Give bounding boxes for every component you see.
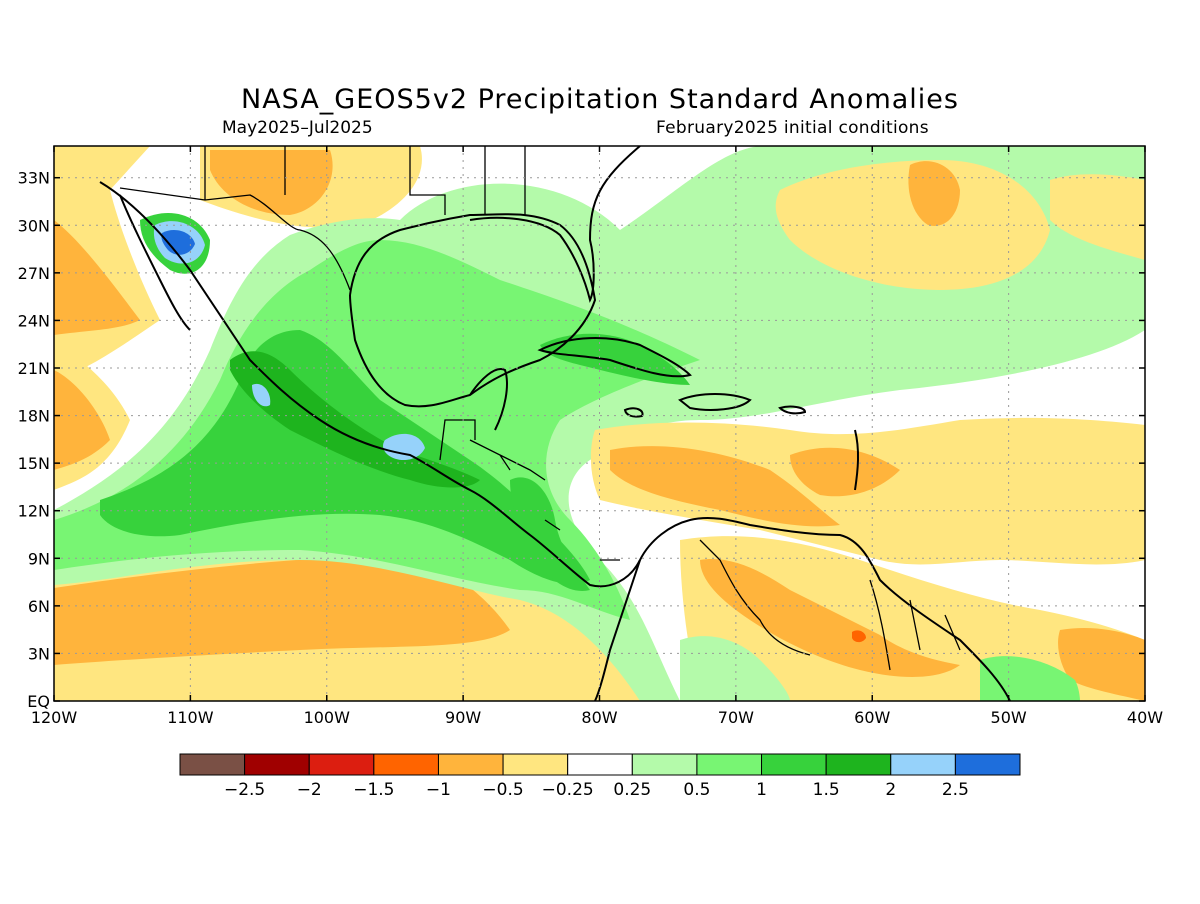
anomaly-spot-deepblue-sonora <box>161 230 195 255</box>
forecast-period: May2025–Jul2025 <box>222 118 373 138</box>
coastline-lesser-antilles <box>854 429 859 491</box>
anomaly-region-wet-amazon-east <box>980 656 1080 701</box>
colorbar-swatch <box>373 753 439 776</box>
anomaly-region-wet-strong <box>100 330 590 584</box>
border-venezuela-colombia <box>699 539 811 656</box>
coastline-south-america-west <box>594 559 641 701</box>
colorbar-swatch <box>567 753 633 776</box>
lon-tick-label: 40W <box>1127 708 1163 727</box>
lon-tick-label: 70W <box>718 708 754 727</box>
initial-conditions: February2025 initial conditions <box>656 118 929 138</box>
coastline-pacific-mexico <box>99 181 641 588</box>
gridlines <box>54 146 1145 701</box>
anomaly-region-dry-antilles-core <box>790 447 900 497</box>
anomaly-region-dry-east-pacific-core <box>54 370 110 470</box>
longitude-axis: 120W 110W 100W 90W 80W 70W 60W 50W 40W <box>31 146 1163 727</box>
political-borders <box>119 146 961 671</box>
coastline-yucatan <box>469 368 508 431</box>
lon-tick-label: 90W <box>445 708 481 727</box>
anomaly-region-dry-guiana-core <box>700 559 960 677</box>
colorbar-label: 0.25 <box>613 780 651 800</box>
colorbar-label: 0.5 <box>683 780 710 800</box>
coastline-south-america-north <box>639 516 1011 701</box>
colorbar-label: −1.5 <box>353 780 394 800</box>
colorbar-swatch <box>308 753 375 776</box>
lon-tick-label: 60W <box>854 708 890 727</box>
anomaly-region-dry-atlantic-east <box>1050 174 1145 260</box>
coastline-baja <box>119 194 191 331</box>
anomaly-region-dry-atlantic-core <box>908 161 960 226</box>
colorbar-label: 1 <box>756 780 767 800</box>
lat-tick-label: 33N <box>18 169 50 188</box>
anomaly-region-dry-us-southwest-core <box>210 150 333 215</box>
colorbar-swatch <box>761 753 827 776</box>
colorbar-label: 2.5 <box>942 780 969 800</box>
lat-tick-label: 9N <box>28 549 50 568</box>
colorbar-swatch <box>244 753 310 776</box>
colorbar-label: −2.5 <box>224 780 265 800</box>
lat-tick-label: 21N <box>18 359 50 378</box>
coastline-cuba <box>537 337 692 378</box>
anomaly-spot-blue-guerrero <box>252 383 271 407</box>
coastline-puerto-rico <box>778 405 807 415</box>
border-us-states <box>204 146 526 215</box>
colorbar-swatch <box>502 753 569 776</box>
border-guianas <box>869 579 961 671</box>
lat-tick-label: 24N <box>18 311 50 330</box>
anomaly-region-dry-caribbean-core <box>610 446 840 527</box>
colorbar-swatch <box>179 753 246 776</box>
border-central-america <box>439 419 620 561</box>
anomaly-region-dry-pacific-core <box>54 554 510 665</box>
lat-tick-label: 15N <box>18 454 50 473</box>
lon-tick-label: 80W <box>581 708 617 727</box>
colorbar-swatch <box>890 753 956 776</box>
anomaly-region-dry-baja-core <box>54 220 140 335</box>
lat-tick-label: 30N <box>18 216 50 235</box>
coastline-gulf-mexico <box>349 213 597 408</box>
coastlines <box>99 146 1011 701</box>
colorbar-label: −2 <box>297 780 322 800</box>
lat-tick-label: EQ <box>27 692 50 711</box>
colorbar-label: −1 <box>426 780 451 800</box>
colorbar-label: 1.5 <box>813 780 840 800</box>
lon-tick-label: 50W <box>991 708 1027 727</box>
colorbar-label: −0.25 <box>542 780 594 800</box>
colorbar-swatch <box>437 753 504 776</box>
anomaly-field <box>54 146 1145 701</box>
latitude-axis: 33N 30N 27N 24N 21N 18N 15N 12N 9N 6N 3N EQ <box>18 169 1145 711</box>
coastline-hispaniola <box>678 393 752 411</box>
colorbar-swatch <box>696 753 763 776</box>
colorbar-swatch <box>825 753 892 776</box>
lon-tick-label: 120W <box>31 708 78 727</box>
lat-tick-label: 27N <box>18 264 50 283</box>
anomaly-spot-blue-oaxaca <box>383 433 425 461</box>
map-title: NASA_GEOS5v2 Precipitation Standard Anom… <box>241 84 959 115</box>
lat-tick-label: 18N <box>18 407 50 426</box>
anomaly-spot-red-guiana <box>852 630 866 643</box>
lat-tick-label: 3N <box>28 644 50 663</box>
colorbar-label: −0.5 <box>482 780 523 800</box>
anomaly-region-dry-atlantic-se <box>1058 628 1145 701</box>
border-us-mexico <box>119 187 351 291</box>
colorbar-legend: −2.5 −2 −1.5 −1 −0.5 −0.25 0.25 0.5 1 1.5 2 2.5 <box>179 753 1021 800</box>
anomaly-region-wet-amazon <box>680 636 790 701</box>
lon-tick-label: 100W <box>304 708 351 727</box>
colorbar-label: 2 <box>885 780 896 800</box>
lon-tick-label: 110W <box>167 708 214 727</box>
colorbar-swatch <box>631 753 698 776</box>
lat-tick-label: 6N <box>28 597 50 616</box>
coastline-florida <box>469 146 641 303</box>
colorbar-swatch <box>954 753 1021 776</box>
anomaly-region-wet-very-strong <box>230 351 480 488</box>
anomaly-region-dry-caribbean <box>590 417 1145 565</box>
anomaly-region-dry-atlantic <box>775 160 1050 290</box>
anomaly-region-wet-panama <box>510 477 590 591</box>
lat-tick-label: 12N <box>18 502 50 521</box>
